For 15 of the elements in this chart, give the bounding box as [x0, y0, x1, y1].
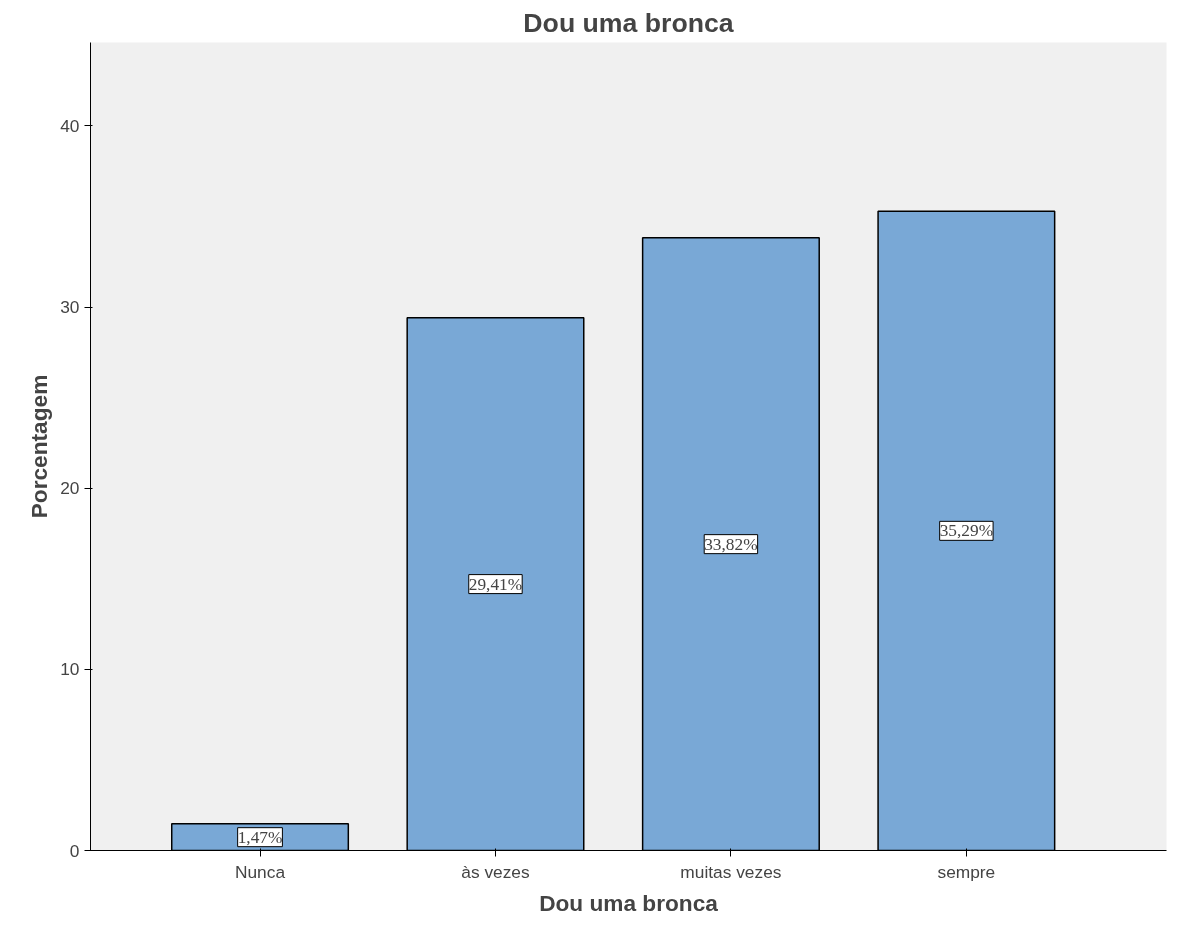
- x-axis-title: Dou uma bronca: [539, 889, 719, 916]
- data-label: 33,82%: [704, 534, 758, 554]
- x-tick-label: muitas vezes: [680, 861, 782, 882]
- x-tick-label: sempre: [937, 861, 996, 882]
- x-tick-label: Nunca: [234, 861, 286, 882]
- x-tick-label: às vezes: [461, 861, 530, 882]
- chart-title: Dou uma bronca: [523, 7, 734, 38]
- y-tick-label: 20: [60, 478, 80, 499]
- y-axis-title: Porcentagem: [26, 374, 53, 519]
- y-tick-label: 10: [60, 659, 80, 680]
- y-tick-label: 0: [69, 840, 80, 861]
- data-label: 1,47%: [237, 827, 283, 847]
- data-label: 29,41%: [468, 574, 523, 594]
- y-tick-label: 40: [60, 115, 80, 136]
- y-tick-label: 30: [60, 297, 80, 317]
